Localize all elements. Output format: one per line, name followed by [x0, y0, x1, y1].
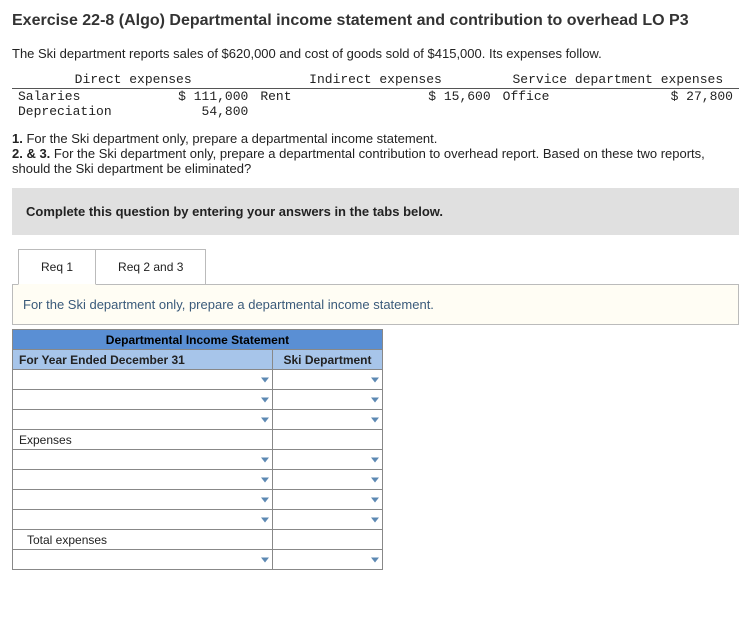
table-row — [13, 550, 383, 570]
amount-input[interactable] — [273, 370, 383, 390]
value: $ 15,600 — [411, 89, 491, 104]
col-header-service: Service department expenses — [497, 71, 739, 89]
stmt-period: For Year Ended December 31 — [13, 350, 273, 370]
expenses-spacer — [273, 430, 383, 450]
intro-text: The Ski department reports sales of $620… — [12, 46, 739, 61]
amount-input[interactable] — [273, 470, 383, 490]
tabs: Req 1 Req 2 and 3 — [18, 249, 739, 285]
stmt-col-header: Ski Department — [273, 350, 383, 370]
row-office: Office $ 27,800 — [497, 89, 739, 104]
instruction-callout: Complete this question by entering your … — [12, 188, 739, 235]
table-row — [13, 450, 383, 470]
exercise-title: Exercise 22-8 (Algo) Departmental income… — [12, 12, 739, 30]
total-expenses-value[interactable] — [273, 530, 383, 550]
tab-instruction: For the Ski department only, prepare a d… — [12, 284, 739, 325]
account-select[interactable] — [13, 390, 273, 410]
amount-input[interactable] — [273, 510, 383, 530]
label: Salaries — [18, 89, 168, 104]
account-select[interactable] — [13, 510, 273, 530]
account-select[interactable] — [13, 470, 273, 490]
tab-req-2-3[interactable]: Req 2 and 3 — [96, 249, 206, 285]
table-row-expenses: Expenses — [13, 430, 383, 450]
total-expenses-label: Total expenses — [13, 530, 273, 550]
table-row-total: Total expenses — [13, 530, 383, 550]
requirements-list: 1. For the Ski department only, prepare … — [12, 131, 739, 176]
expense-reference-table: Direct expenses Salaries $ 111,000 Depre… — [12, 71, 739, 119]
account-select[interactable] — [13, 550, 273, 570]
table-row — [13, 510, 383, 530]
value: $ 27,800 — [653, 89, 733, 104]
account-select[interactable] — [13, 490, 273, 510]
expenses-label: Expenses — [13, 430, 273, 450]
label: Rent — [260, 89, 410, 104]
tab-req-1[interactable]: Req 1 — [18, 249, 96, 285]
row-depreciation: Depreciation 54,800 — [12, 104, 254, 119]
income-statement-table: Departmental Income Statement For Year E… — [12, 329, 383, 570]
stmt-title: Departmental Income Statement — [13, 330, 383, 350]
label: Office — [503, 89, 653, 104]
table-row — [13, 490, 383, 510]
requirement-1: 1. For the Ski department only, prepare … — [12, 131, 739, 146]
amount-input[interactable] — [273, 550, 383, 570]
col-header-direct: Direct expenses — [12, 71, 254, 89]
row-rent: Rent $ 15,600 — [254, 89, 496, 104]
amount-input[interactable] — [273, 390, 383, 410]
table-row — [13, 470, 383, 490]
account-select[interactable] — [13, 370, 273, 390]
requirement-2-3: 2. & 3. For the Ski department only, pre… — [12, 146, 739, 176]
table-row — [13, 390, 383, 410]
label: Depreciation — [18, 104, 168, 119]
col-header-indirect: Indirect expenses — [254, 71, 496, 89]
amount-input[interactable] — [273, 490, 383, 510]
value: 54,800 — [168, 104, 248, 119]
amount-input[interactable] — [273, 450, 383, 470]
value: $ 111,000 — [168, 89, 248, 104]
table-row — [13, 370, 383, 390]
row-salaries: Salaries $ 111,000 — [12, 89, 254, 104]
amount-input[interactable] — [273, 410, 383, 430]
table-row — [13, 410, 383, 430]
account-select[interactable] — [13, 450, 273, 470]
account-select[interactable] — [13, 410, 273, 430]
